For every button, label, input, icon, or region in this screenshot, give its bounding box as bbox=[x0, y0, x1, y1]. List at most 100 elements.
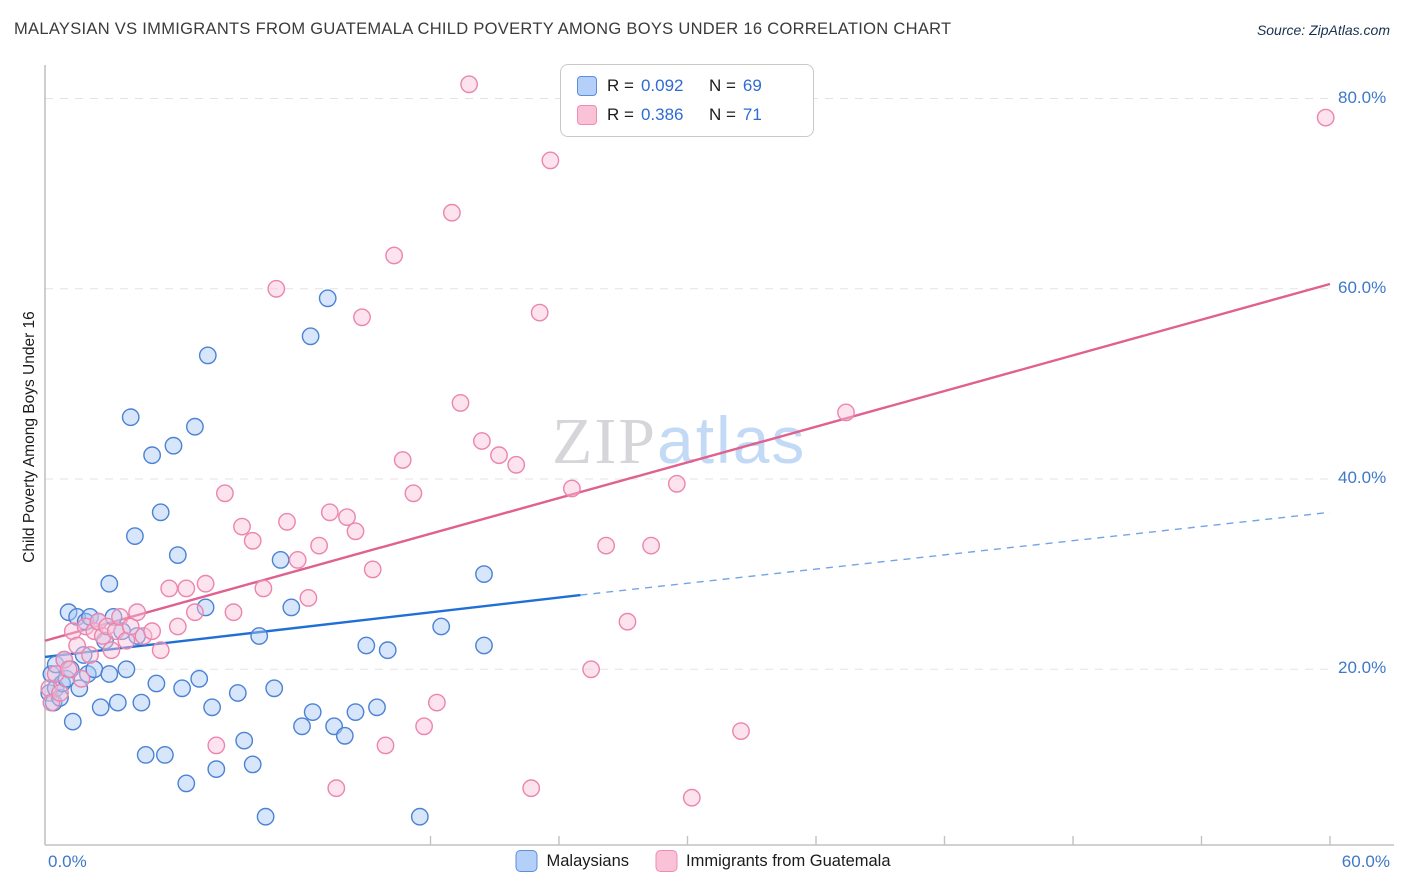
data-point-guatemala bbox=[667, 474, 686, 493]
data-point-guatemala bbox=[451, 393, 470, 412]
data-point-guatemala bbox=[98, 617, 117, 636]
data-point-guatemala bbox=[327, 779, 346, 798]
data-point-guatemala bbox=[215, 484, 234, 503]
data-point-guatemala bbox=[363, 560, 382, 579]
data-point-malaysians bbox=[293, 717, 311, 736]
y-tick-label: 80.0% bbox=[1338, 87, 1387, 107]
data-point-guatemala bbox=[320, 503, 339, 522]
data-point-malaysians bbox=[164, 436, 183, 455]
data-point-malaysians bbox=[173, 679, 192, 698]
data-point-guatemala bbox=[89, 612, 108, 631]
data-point-malaysians bbox=[121, 408, 140, 427]
data-point-guatemala bbox=[68, 636, 87, 655]
data-point-guatemala bbox=[134, 627, 153, 645]
data-point-guatemala bbox=[168, 617, 187, 636]
trend-line-malaysians bbox=[44, 593, 581, 659]
x-axis-max-label: 60.0% bbox=[1341, 852, 1390, 871]
data-point-malaysians bbox=[125, 527, 144, 545]
data-point-guatemala bbox=[233, 517, 251, 536]
data-point-guatemala bbox=[299, 589, 318, 607]
legend-swatch-guatemala bbox=[577, 105, 597, 125]
data-point-malaysians bbox=[185, 417, 204, 436]
data-point-guatemala bbox=[254, 579, 273, 598]
legend-entry-malaysians: R = 0.092 N = 69 bbox=[577, 76, 797, 96]
data-point-guatemala bbox=[338, 508, 356, 526]
data-point-guatemala bbox=[102, 641, 121, 660]
n-label: N = bbox=[708, 76, 736, 95]
data-point-guatemala bbox=[196, 574, 215, 593]
data-point-guatemala bbox=[415, 717, 433, 736]
legend-label: Malaysians bbox=[546, 851, 630, 870]
data-point-malaysians bbox=[243, 755, 262, 774]
data-point-guatemala bbox=[522, 779, 541, 798]
data-point-malaysians bbox=[432, 617, 451, 636]
data-point-malaysians bbox=[81, 608, 99, 626]
legend-entry-guatemala: R = 0.386 N = 71 bbox=[577, 105, 797, 125]
y-tick-label: 20.0% bbox=[1338, 658, 1387, 678]
data-point-guatemala bbox=[837, 403, 855, 422]
data-point-guatemala bbox=[541, 151, 560, 170]
y-axis-title: Child Poverty Among Boys Under 16 bbox=[21, 311, 38, 563]
data-point-malaysians bbox=[203, 698, 222, 717]
data-point-guatemala bbox=[490, 446, 508, 465]
data-point-guatemala bbox=[51, 684, 69, 702]
data-point-guatemala bbox=[353, 308, 371, 327]
correlation-legend-box: R = 0.092 N = 69 R = 0.386 N = 71 bbox=[560, 64, 814, 137]
trend-line-dashed-malaysians bbox=[580, 511, 1331, 596]
data-point-guatemala bbox=[278, 512, 296, 531]
legend-item-guatemala[interactable]: Immigrants from Guatemala bbox=[655, 850, 891, 872]
r-label: R = bbox=[607, 76, 634, 95]
legend-item-malaysians[interactable]: Malaysians bbox=[515, 850, 629, 872]
data-point-malaysians bbox=[108, 693, 127, 712]
legend-label: Immigrants from Guatemala bbox=[686, 851, 891, 870]
data-point-malaysians bbox=[155, 746, 174, 764]
y-tick-label: 40.0% bbox=[1338, 468, 1387, 488]
data-point-guatemala bbox=[346, 522, 365, 541]
data-point-guatemala bbox=[507, 455, 526, 474]
data-point-guatemala bbox=[385, 246, 403, 265]
x-axis-min-label: 0.0% bbox=[48, 852, 87, 871]
data-point-malaysians bbox=[475, 565, 493, 583]
legend-swatch-malaysians bbox=[577, 76, 597, 96]
data-point-guatemala bbox=[310, 536, 328, 555]
data-point-malaysians bbox=[143, 446, 162, 465]
data-point-guatemala bbox=[472, 432, 491, 450]
data-point-guatemala bbox=[288, 551, 307, 569]
watermark-zip: ZIP bbox=[552, 405, 657, 478]
data-point-malaysians bbox=[168, 546, 187, 564]
y-tick-label: 60.0% bbox=[1338, 277, 1387, 297]
data-point-malaysians bbox=[198, 346, 217, 365]
data-point-guatemala bbox=[427, 693, 446, 712]
data-point-malaysians bbox=[475, 636, 493, 655]
data-point-guatemala bbox=[185, 603, 204, 622]
data-point-guatemala bbox=[143, 622, 162, 641]
scatter-series-malaysians bbox=[40, 289, 493, 826]
data-point-guatemala bbox=[642, 536, 660, 555]
source-attribution: Source: ZipAtlas.com bbox=[1257, 22, 1390, 38]
data-point-malaysians bbox=[250, 627, 269, 645]
data-point-guatemala bbox=[376, 736, 395, 755]
n-value: 71 bbox=[742, 105, 762, 124]
source-label: Source: bbox=[1256, 22, 1306, 38]
data-point-malaysians bbox=[335, 726, 354, 745]
data-point-guatemala bbox=[243, 531, 262, 550]
r-value: 0.092 bbox=[640, 76, 684, 95]
data-point-guatemala bbox=[117, 631, 136, 650]
data-point-malaysians bbox=[196, 598, 215, 617]
data-point-malaysians bbox=[256, 807, 275, 826]
data-point-guatemala bbox=[151, 641, 170, 660]
data-point-malaysians bbox=[190, 669, 209, 688]
data-point-guatemala bbox=[72, 669, 91, 688]
data-point-malaysians bbox=[100, 665, 119, 683]
source-link[interactable]: ZipAtlas.com bbox=[1309, 22, 1390, 38]
data-point-guatemala bbox=[393, 451, 412, 469]
r-value: 0.386 bbox=[640, 105, 684, 124]
data-point-malaysians bbox=[91, 698, 110, 717]
data-point-guatemala bbox=[732, 722, 750, 740]
data-point-guatemala bbox=[1316, 108, 1335, 127]
data-point-malaysians bbox=[301, 327, 320, 346]
data-point-malaysians bbox=[117, 660, 136, 679]
data-point-malaysians bbox=[318, 289, 337, 308]
legend-swatch-guatemala bbox=[655, 850, 678, 872]
scatter-series-guatemala bbox=[40, 75, 1335, 807]
